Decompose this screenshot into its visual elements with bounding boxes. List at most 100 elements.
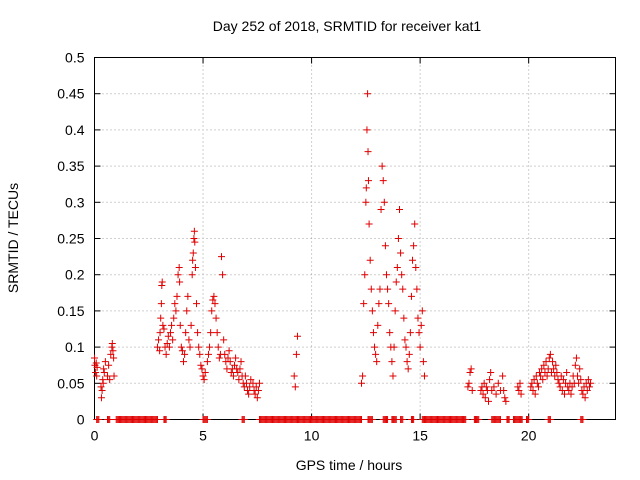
data-point	[95, 416, 103, 423]
data-point	[413, 285, 421, 293]
data-point	[231, 361, 239, 369]
data-point	[190, 227, 198, 235]
data-point	[215, 354, 223, 362]
data-point	[191, 238, 199, 246]
data-point	[419, 358, 427, 366]
data-point	[390, 343, 398, 351]
data-point	[377, 206, 385, 214]
data-point	[416, 343, 424, 351]
data-point	[467, 365, 475, 373]
data-point	[217, 253, 225, 261]
data-point	[403, 358, 411, 366]
data-point	[100, 365, 108, 373]
data-point	[166, 329, 174, 337]
data-point	[401, 336, 409, 344]
data-point	[162, 416, 170, 423]
data-point	[109, 347, 117, 355]
data-point	[369, 329, 377, 337]
y-axis-label: SRMTID / TECUs	[5, 183, 21, 293]
data-point	[579, 390, 587, 398]
data-point	[164, 332, 172, 340]
data-point	[100, 368, 108, 376]
data-point	[565, 387, 573, 395]
y-tick-label: 0.3	[65, 194, 85, 210]
data-point	[236, 365, 244, 373]
data-point	[515, 387, 523, 395]
data-point	[221, 350, 229, 358]
data-point	[237, 358, 245, 366]
data-point	[398, 271, 406, 279]
data-point	[365, 220, 373, 228]
data-point	[516, 379, 524, 387]
data-point	[376, 285, 384, 293]
data-point	[539, 376, 547, 384]
data-point	[392, 278, 400, 286]
data-point	[195, 343, 203, 351]
data-point	[249, 379, 257, 387]
data-point	[225, 347, 233, 355]
data-point	[394, 235, 402, 242]
data-point	[415, 329, 423, 337]
data-point	[99, 379, 107, 387]
data-point	[400, 314, 408, 322]
data-point	[190, 235, 198, 242]
data-point	[587, 379, 595, 387]
data-point	[529, 387, 537, 395]
data-point	[180, 358, 188, 366]
data-point	[581, 394, 589, 402]
data-point	[368, 416, 376, 423]
data-point	[163, 339, 171, 347]
grid-lines	[94, 57, 616, 420]
data-point	[568, 383, 576, 391]
data-point	[514, 383, 522, 391]
data-point	[386, 329, 394, 337]
data-point	[101, 358, 109, 366]
data-point	[232, 354, 240, 362]
data-point	[183, 307, 191, 315]
y-tick-label: 0.35	[57, 158, 84, 174]
data-points	[91, 90, 595, 423]
data-point	[188, 271, 196, 279]
data-point	[378, 162, 386, 170]
x-tick-label: 0	[91, 428, 99, 444]
data-point	[417, 321, 425, 329]
data-point	[105, 361, 113, 369]
data-point	[364, 148, 372, 156]
data-point	[479, 390, 487, 398]
data-point	[367, 285, 375, 293]
data-point	[173, 292, 181, 300]
data-point	[482, 383, 490, 391]
data-point	[358, 416, 366, 423]
data-point	[201, 368, 209, 376]
data-point	[97, 394, 105, 402]
data-point	[552, 361, 560, 369]
data-point	[542, 358, 550, 366]
data-point	[224, 354, 232, 362]
data-point	[211, 300, 219, 308]
data-point	[541, 368, 549, 376]
data-point	[477, 387, 485, 395]
data-point	[191, 263, 199, 271]
data-point	[241, 372, 249, 380]
data-point	[172, 307, 180, 315]
data-point	[399, 416, 407, 423]
data-point	[235, 376, 243, 384]
data-point	[168, 321, 176, 329]
data-point	[393, 263, 401, 271]
data-point	[464, 383, 472, 391]
y-tick-label: 0.4	[65, 122, 85, 138]
data-point	[170, 314, 178, 322]
data-point	[240, 416, 248, 423]
data-point	[251, 390, 259, 398]
data-point	[155, 336, 163, 344]
y-tick-label: 0.45	[57, 86, 84, 102]
data-point	[366, 256, 374, 264]
data-point	[106, 376, 114, 384]
data-point	[585, 383, 593, 391]
data-point	[414, 314, 422, 322]
data-point	[197, 361, 205, 369]
data-point	[292, 350, 300, 358]
y-tick-label: 0.2	[65, 267, 85, 283]
data-point	[410, 416, 418, 423]
data-point	[402, 343, 410, 351]
